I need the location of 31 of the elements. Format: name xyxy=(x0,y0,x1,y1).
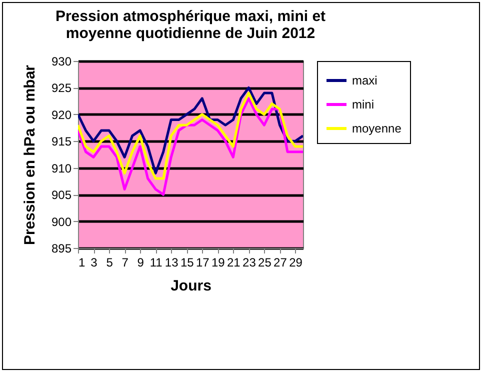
x-tick-label: 5 xyxy=(106,256,114,270)
x-tick-label: 7 xyxy=(122,256,129,270)
x-tick-label: 1 xyxy=(78,256,86,270)
legend-label: mini xyxy=(352,98,374,112)
x-tick-label: 27 xyxy=(274,256,288,270)
x-tick-label: 23 xyxy=(242,256,256,270)
legend-label: maxi xyxy=(352,74,378,88)
x-axis-title: Jours xyxy=(170,278,212,294)
y-tick-label: 905 xyxy=(51,188,72,202)
x-tick-label: 21 xyxy=(226,256,241,270)
x-tick-label: 19 xyxy=(211,256,226,270)
x-tick-label: 3 xyxy=(90,256,98,270)
x-tick-label: 17 xyxy=(196,256,210,270)
y-tick-label: 930 xyxy=(51,54,72,68)
text: Pression atmosphérique maxi, mini et xyxy=(55,8,326,25)
x-tick-label: 9 xyxy=(137,256,144,270)
y-axis-title: Pression en hPa ou mbar xyxy=(21,64,38,246)
x-tick-label: 25 xyxy=(258,256,272,270)
y-tick-label: 900 xyxy=(51,214,72,229)
x-tick-label: 15 xyxy=(180,256,194,270)
y-tick-label: 915 xyxy=(51,134,72,149)
x-tick-label: 13 xyxy=(164,256,179,270)
text: moyenne quotidienne de Juin 2012 xyxy=(66,25,316,42)
y-tick-label: 920 xyxy=(51,108,72,122)
legend-label: moyenne xyxy=(352,122,402,136)
x-tick-label: 11 xyxy=(150,256,163,270)
y-tick-label: 910 xyxy=(51,161,72,176)
line-series xyxy=(78,97,303,196)
y-tick-label: 895 xyxy=(51,242,72,256)
x-tick-label: 29 xyxy=(289,256,303,270)
y-tick-label: 925 xyxy=(51,81,72,96)
